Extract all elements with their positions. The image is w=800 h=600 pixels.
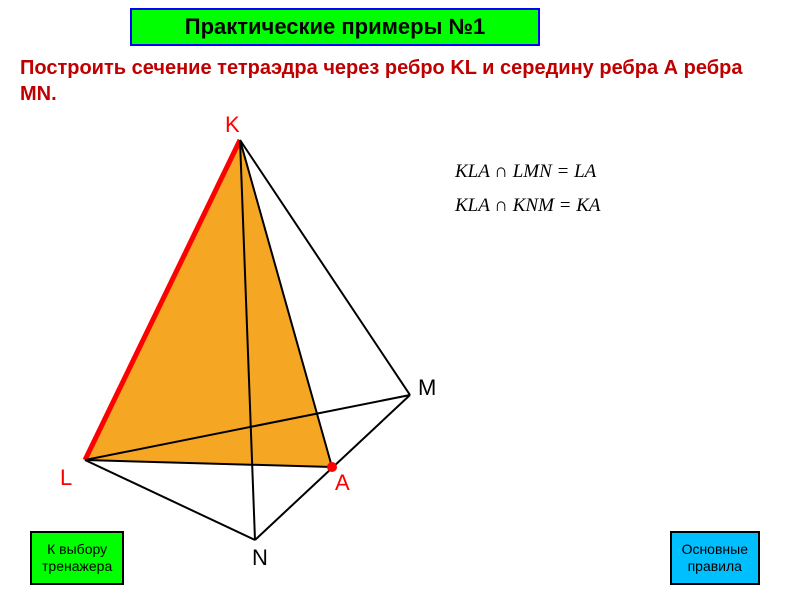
rules-button-label: Основныеправила	[682, 541, 748, 574]
vertex-label-M: M	[418, 375, 436, 401]
formulas-block: KLA ∩ LMN = LA KLA ∩ KNM = KA	[455, 155, 601, 223]
vertex-label-L: L	[60, 465, 72, 491]
vertex-label-A: A	[335, 470, 350, 496]
formula-2: KLA ∩ KNM = KA	[455, 189, 601, 223]
diagram-svg	[30, 120, 450, 570]
title-text: Практические примеры №1	[185, 14, 486, 40]
formula-1: KLA ∩ LMN = LA	[455, 155, 601, 189]
problem-text: Построить сечение тетраэдра через ребро …	[20, 55, 780, 107]
edge-LN	[85, 460, 255, 540]
rules-button[interactable]: Основныеправила	[670, 531, 760, 585]
trainer-select-button[interactable]: К выборутренажера	[30, 531, 124, 585]
title-box: Практические примеры №1	[130, 8, 540, 46]
vertex-label-N: N	[252, 545, 268, 571]
tetrahedron-diagram: KLMNA	[30, 120, 450, 570]
vertex-label-K: K	[225, 112, 240, 138]
trainer-button-label: К выборутренажера	[42, 541, 112, 574]
